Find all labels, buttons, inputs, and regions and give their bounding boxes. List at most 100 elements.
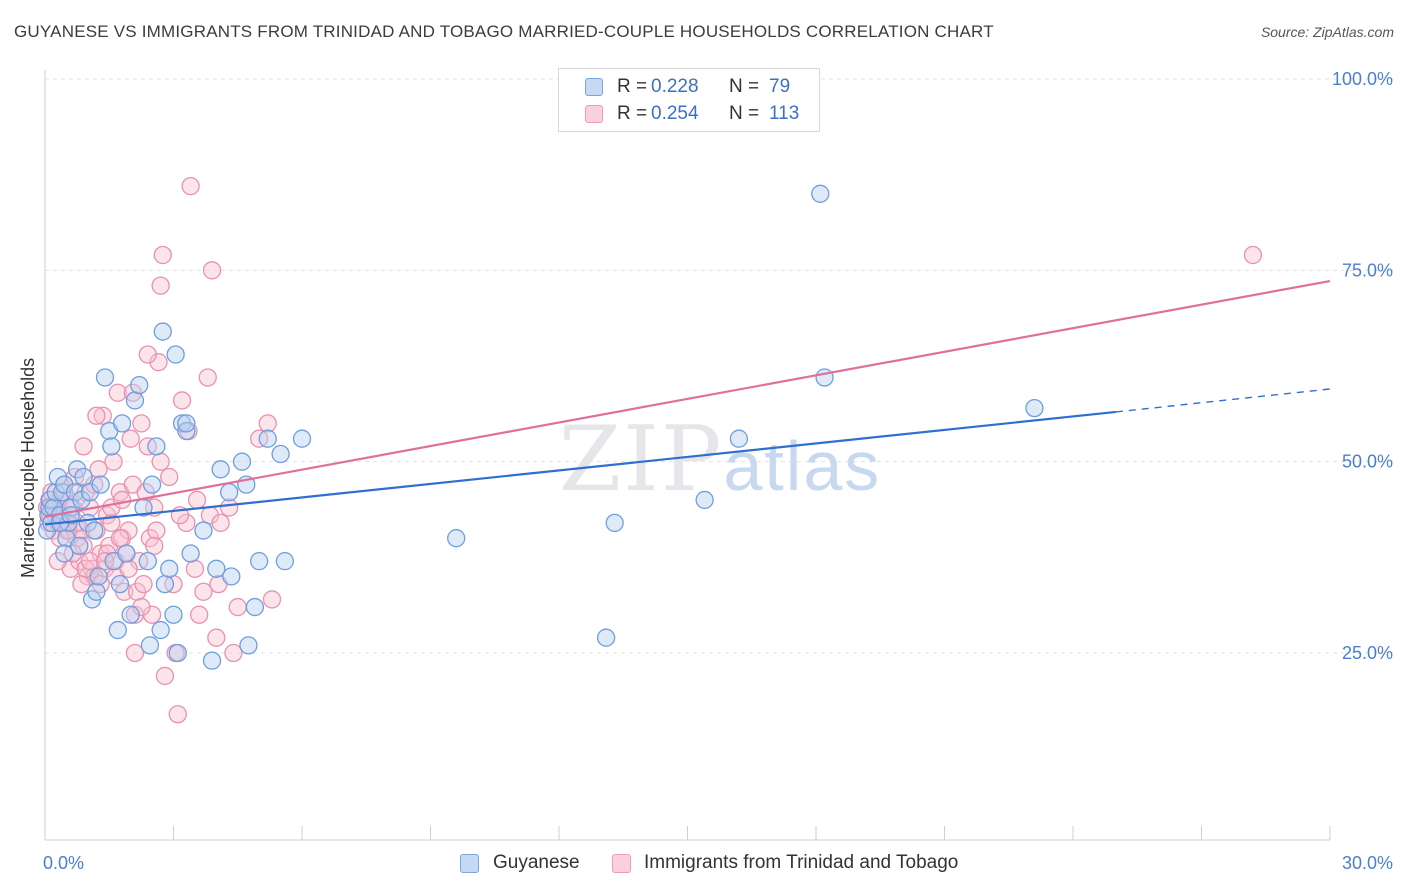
- data-point: [160, 559, 179, 578]
- data-point: [130, 375, 149, 395]
- data-point: [258, 429, 277, 448]
- data-point: [125, 391, 145, 410]
- data-point: [89, 567, 108, 586]
- data-point: [91, 475, 110, 494]
- legend: R = 0.228 N = 79 R = 0.254 N = 113: [558, 68, 820, 132]
- data-point: [74, 437, 93, 456]
- watermark: ZIPatlas: [559, 407, 882, 512]
- data-point: [153, 245, 172, 265]
- data-point: [110, 529, 130, 548]
- data-point: [104, 452, 123, 471]
- data-point: [145, 536, 164, 556]
- legend-r-value: 0.228: [651, 76, 699, 97]
- data-point: [220, 483, 239, 502]
- data-point: [181, 544, 200, 563]
- data-point: [87, 406, 106, 425]
- data-point: [695, 490, 714, 510]
- data-point: [108, 383, 127, 402]
- tick-labels: 25.0% 50.0% 75.0% 100.0% 0.0% 30.0%: [43, 69, 1393, 873]
- data-point: [194, 521, 213, 540]
- trend-lines: [44, 279, 1331, 526]
- data-point: [117, 544, 136, 563]
- data-point: [729, 429, 749, 448]
- data-point: [119, 559, 138, 578]
- data-point: [202, 651, 222, 670]
- trend-line-trinidad: [44, 279, 1331, 518]
- bottom-legend-label: Guyanese: [493, 852, 580, 873]
- data-point: [147, 437, 166, 456]
- data-point: [138, 552, 157, 571]
- x-tick-label: 0.0%: [43, 853, 84, 873]
- trend-line-guyanese-extension: [1115, 388, 1331, 413]
- data-point: [153, 322, 172, 341]
- data-point: [190, 605, 209, 624]
- x-tick-label: 30.0%: [1342, 853, 1393, 873]
- data-point: [134, 574, 153, 594]
- chart-title: GUYANESE VS IMMIGRANTS FROM TRINIDAD AND…: [14, 22, 994, 41]
- legend-n-label: N =: [729, 76, 760, 97]
- data-point: [1243, 245, 1263, 265]
- data-point: [93, 406, 112, 425]
- data-point: [172, 391, 192, 410]
- legend-row-guyanese: R = 0.228 N = 79: [559, 75, 819, 101]
- data-point: [207, 559, 226, 578]
- y-tick-label: 50.0%: [1342, 452, 1393, 472]
- data-point: [87, 582, 106, 601]
- trend-line-guyanese: [44, 410, 1116, 526]
- data-point: [151, 276, 170, 295]
- data-point: [220, 498, 239, 517]
- data-point: [177, 421, 196, 441]
- data-point: [151, 620, 170, 640]
- data-point: [168, 643, 187, 663]
- data-point: [177, 414, 196, 433]
- legend-r-value: 0.254: [651, 103, 699, 124]
- data-point: [211, 513, 230, 533]
- data-point: [89, 460, 108, 479]
- data-point: [166, 345, 185, 364]
- legend-r-label: R =: [617, 76, 648, 97]
- bottom-legend-swatch-blue: [460, 854, 479, 873]
- data-point: [239, 636, 258, 655]
- data-point: [605, 513, 624, 533]
- data-point: [222, 567, 241, 586]
- data-point: [138, 345, 157, 364]
- data-point: [95, 368, 115, 387]
- axes: [44, 70, 1331, 841]
- chart-source: Source: ZipAtlas.com: [1260, 24, 1394, 40]
- data-point: [102, 437, 121, 456]
- data-point: [142, 475, 162, 494]
- data-point: [187, 490, 207, 510]
- data-point: [132, 414, 151, 433]
- legend-swatch-blue: [585, 78, 603, 96]
- legend-n-value: 113: [769, 103, 800, 124]
- grid-lines: [45, 78, 1394, 654]
- data-point: [198, 368, 217, 387]
- data-point: [110, 574, 130, 594]
- data-point: [112, 414, 132, 433]
- data-point: [108, 620, 127, 640]
- data-point: [147, 521, 166, 540]
- data-point: [112, 490, 132, 510]
- data-point: [447, 529, 466, 548]
- data-point: [211, 460, 230, 479]
- data-point: [80, 552, 100, 571]
- data-point: [596, 628, 616, 647]
- y-tick-label: 75.0%: [1342, 260, 1393, 280]
- data-point: [1025, 398, 1044, 418]
- data-point: [55, 544, 74, 563]
- legend-row-trinidad: R = 0.254 N = 113: [559, 102, 819, 128]
- data-point: [202, 261, 222, 280]
- data-point: [181, 176, 200, 196]
- data-point: [74, 467, 93, 487]
- data-point: [140, 636, 160, 655]
- legend-r-label: R =: [617, 103, 648, 124]
- data-point: [232, 452, 252, 471]
- data-point: [815, 368, 834, 387]
- data-point: [125, 643, 145, 663]
- y-tick-label: 25.0%: [1342, 643, 1393, 663]
- data-point: [168, 705, 187, 724]
- data-point: [228, 597, 247, 617]
- data-point: [292, 429, 312, 448]
- data-point: [85, 521, 104, 540]
